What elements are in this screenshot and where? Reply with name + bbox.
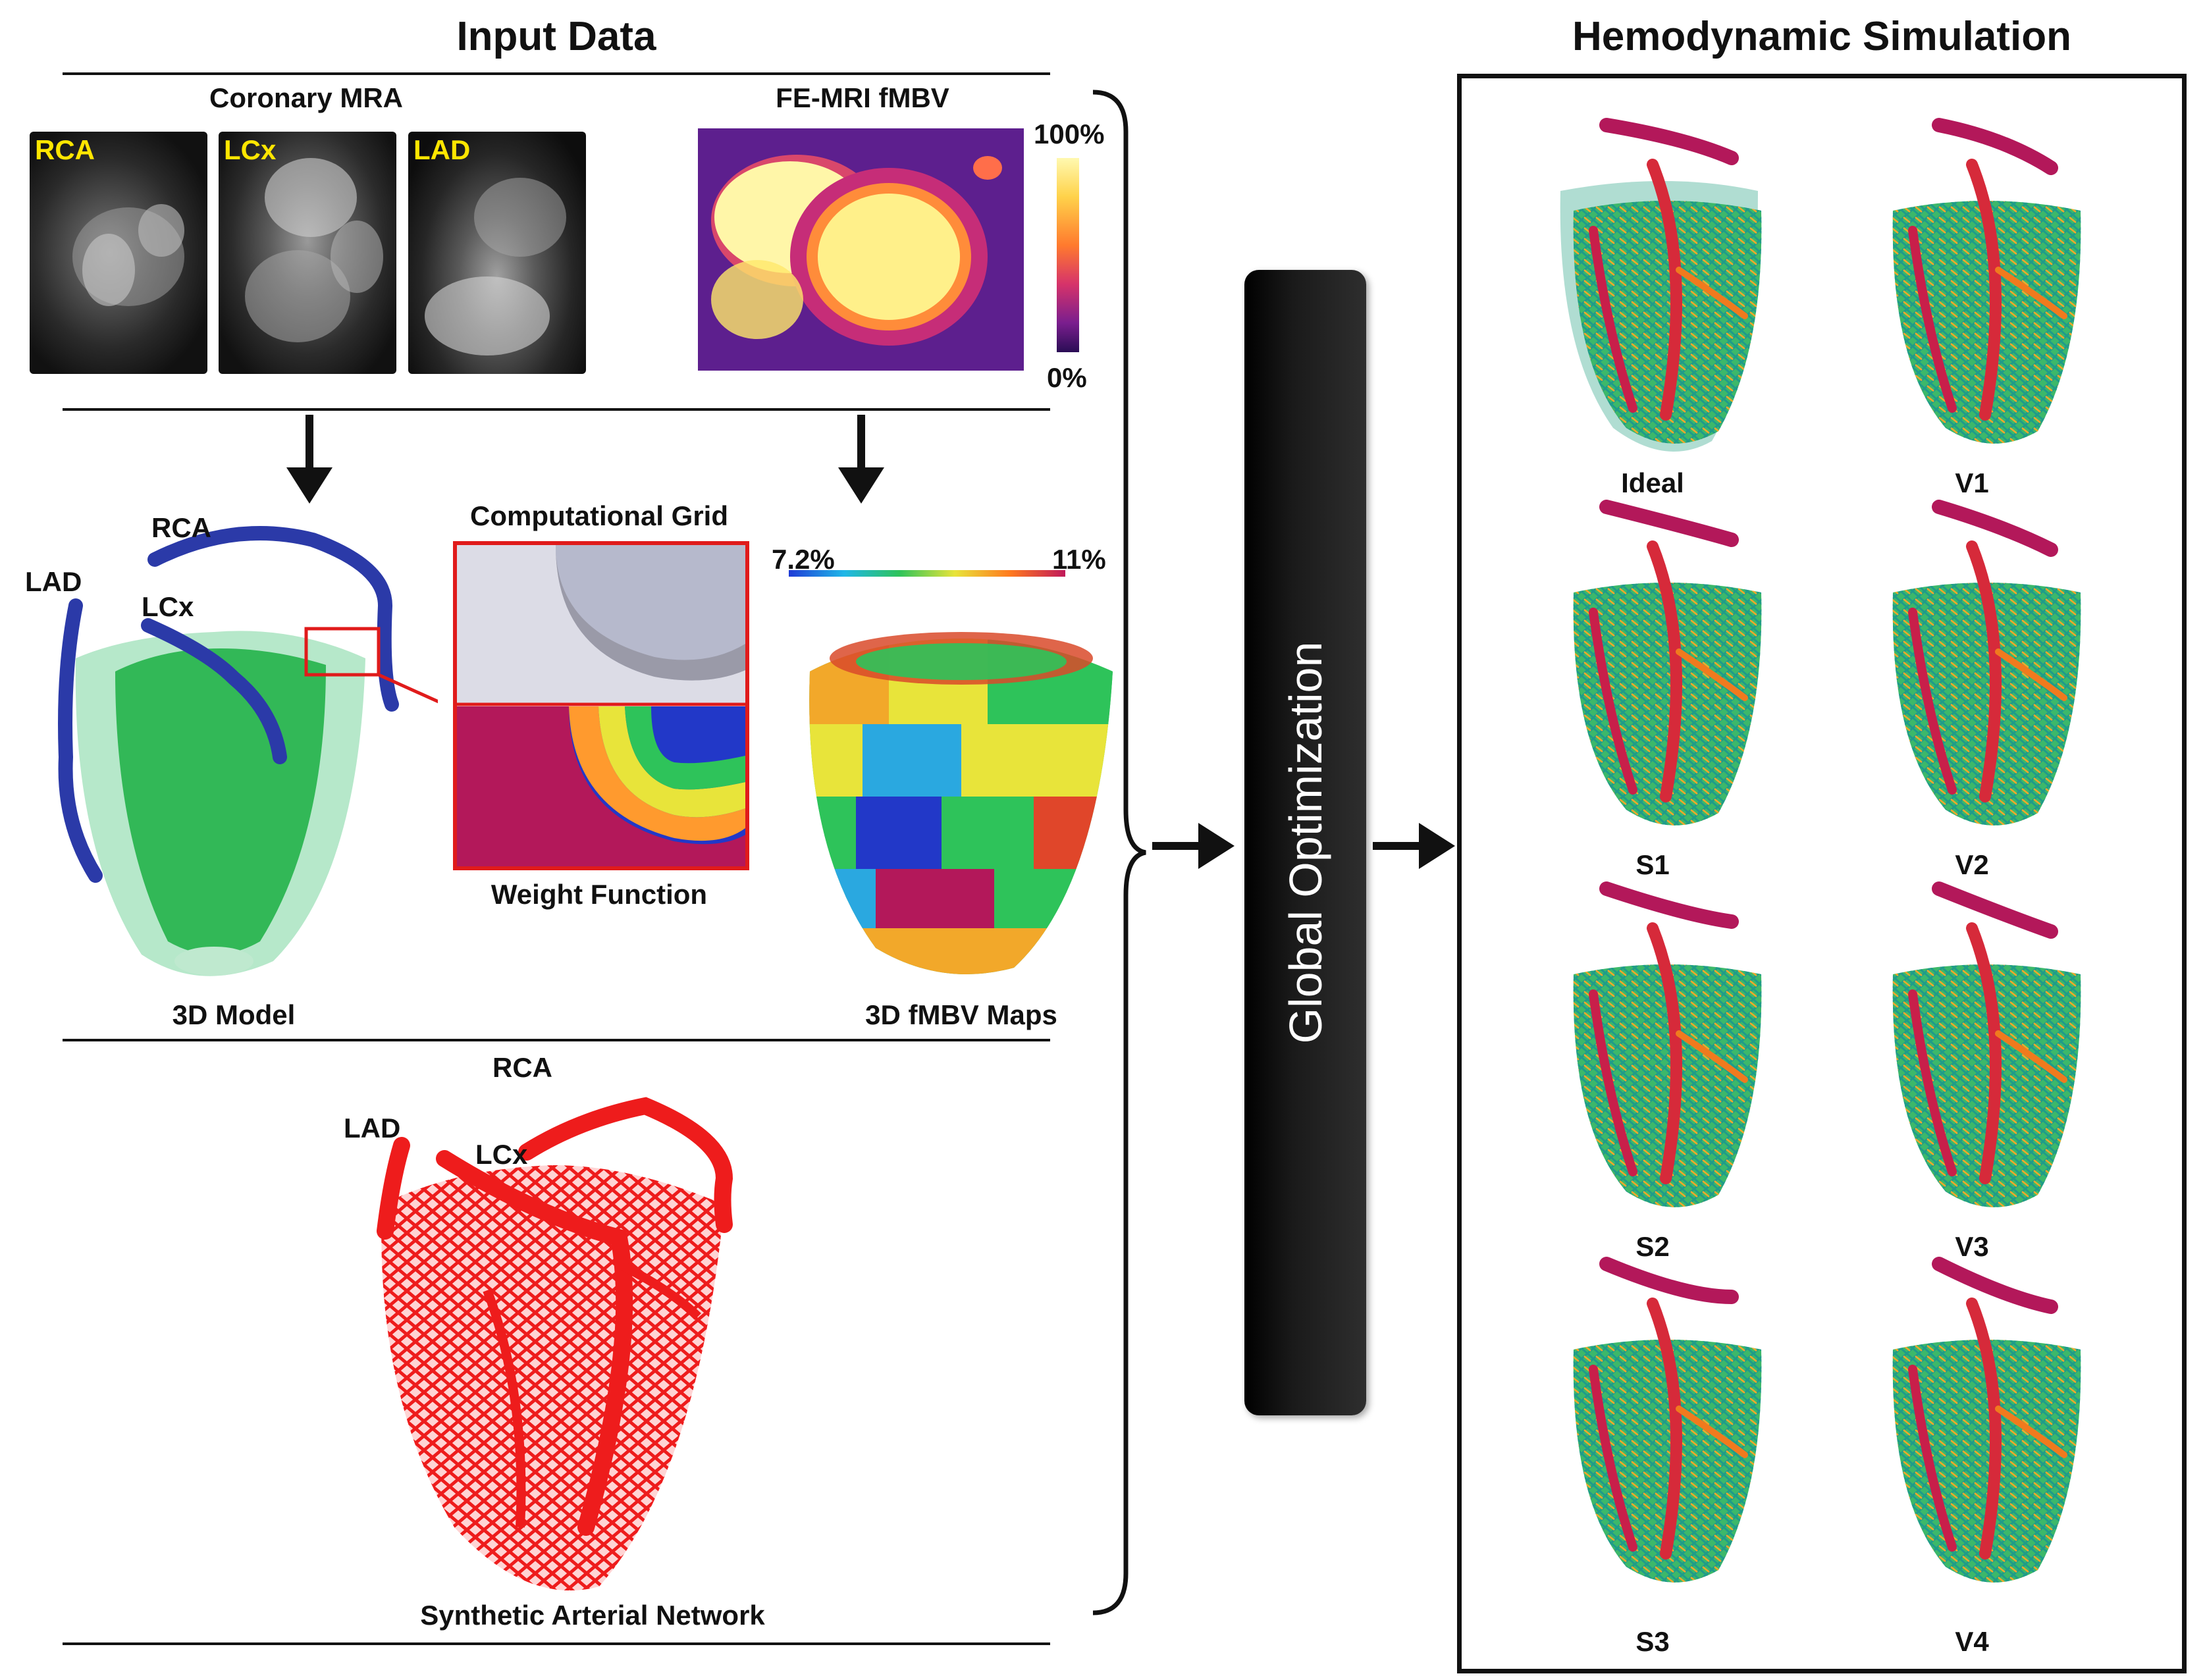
fmbv-colorbar-min: 7.2% xyxy=(772,544,835,575)
simulation-result-label: V2 xyxy=(1955,849,1989,880)
simulation-result-v3: V3 xyxy=(1853,862,2117,1271)
computational-grid-title: Computational Grid xyxy=(470,500,728,531)
fmbv-colorbar xyxy=(789,570,1065,577)
synthetic-lcx-label: LCx xyxy=(475,1139,528,1170)
input-data-mid-rule xyxy=(63,408,1050,411)
input-data-top-rule xyxy=(63,72,1050,75)
simulation-panel xyxy=(1457,74,2187,1673)
fmbv-map-image xyxy=(809,632,1113,974)
simulation-result-ideal: Ideal xyxy=(1534,99,1797,507)
mra-label-lad: LAD xyxy=(413,134,471,165)
femri-colorbar-max: 100% xyxy=(1034,118,1105,149)
simulation-result-s1: S1 xyxy=(1534,481,1797,889)
heart-network-image xyxy=(1573,1257,1762,1583)
mra-image-rca: RCA xyxy=(30,132,207,374)
femri-colorbar-min: 0% xyxy=(1047,362,1087,393)
simulation-result-v1: V1 xyxy=(1853,99,2117,507)
global-optimization-label: Global Optimization xyxy=(1279,641,1331,1044)
simulation-result-label: S2 xyxy=(1635,1231,1670,1262)
3d-model-label: 3D Model xyxy=(172,999,296,1030)
heart-network-image xyxy=(1573,881,1762,1207)
coronary-mra-label: Coronary MRA xyxy=(209,82,404,113)
simulation-result-v2: V2 xyxy=(1853,481,2117,889)
femri-colorbar xyxy=(1057,158,1079,352)
simulation-result-v4: V4 xyxy=(1853,1238,2117,1657)
mra-label-rca: RCA xyxy=(35,134,95,165)
simulation-result-s2: S2 xyxy=(1534,862,1797,1271)
heart-network-image xyxy=(1892,118,2081,444)
synthetic-network-image xyxy=(377,1097,733,1590)
heart-network-image xyxy=(1892,1257,2081,1583)
simulation-result-label: V3 xyxy=(1955,1231,1989,1262)
simulation-result-s3: S3 xyxy=(1534,1238,1797,1657)
3d-model-lad-label: LAD xyxy=(25,566,82,597)
weight-function-label: Weight Function xyxy=(491,879,708,910)
simulation-result-label: S1 xyxy=(1635,849,1670,880)
simulation-result-label: V4 xyxy=(1955,1626,1989,1657)
mra-image-lcx: LCx xyxy=(219,132,396,374)
down-arrow-icon xyxy=(286,415,332,504)
input-data-bottom-rule xyxy=(63,1642,1050,1645)
heart-network-image xyxy=(1892,500,2081,826)
down-arrow-icon xyxy=(838,415,884,504)
global-optimization-block: Global Optimization xyxy=(1244,270,1366,1415)
brace-icon xyxy=(1092,90,1146,1615)
3d-model-lcx-label: LCx xyxy=(142,591,194,622)
input-data-lower-rule xyxy=(63,1039,1050,1041)
simulation-result-label: Ideal xyxy=(1621,467,1684,498)
fmbv-maps-label: 3D fMBV Maps xyxy=(865,999,1057,1030)
input-data-title: Input Data xyxy=(456,14,656,59)
right-arrow-icon xyxy=(1373,823,1455,869)
simulation-result-label: V1 xyxy=(1955,467,1989,498)
synthetic-rca-label: RCA xyxy=(492,1052,552,1083)
3d-model-rca-label: RCA xyxy=(151,512,211,543)
fmbv-colorbar-max: 11% xyxy=(1052,544,1106,575)
right-arrow-icon xyxy=(1152,823,1235,869)
simulation-result-label: S3 xyxy=(1635,1626,1670,1657)
mra-image-lad: LAD xyxy=(408,132,586,374)
femri-fmbv-image xyxy=(698,128,1024,371)
femri-label: FE-MRI fMBV xyxy=(776,82,949,113)
3d-model-image xyxy=(58,526,438,976)
heart-network-image xyxy=(1573,500,1762,826)
synthetic-lad-label: LAD xyxy=(344,1113,401,1143)
synthetic-network-label: Synthetic Arterial Network xyxy=(420,1600,765,1631)
mra-label-lcx: LCx xyxy=(224,134,277,165)
hemodynamic-simulation-title: Hemodynamic Simulation xyxy=(1572,14,2071,59)
grid-inset-frame xyxy=(453,541,749,870)
heart-network-image xyxy=(1560,118,1762,452)
heart-network-image xyxy=(1892,881,2081,1207)
